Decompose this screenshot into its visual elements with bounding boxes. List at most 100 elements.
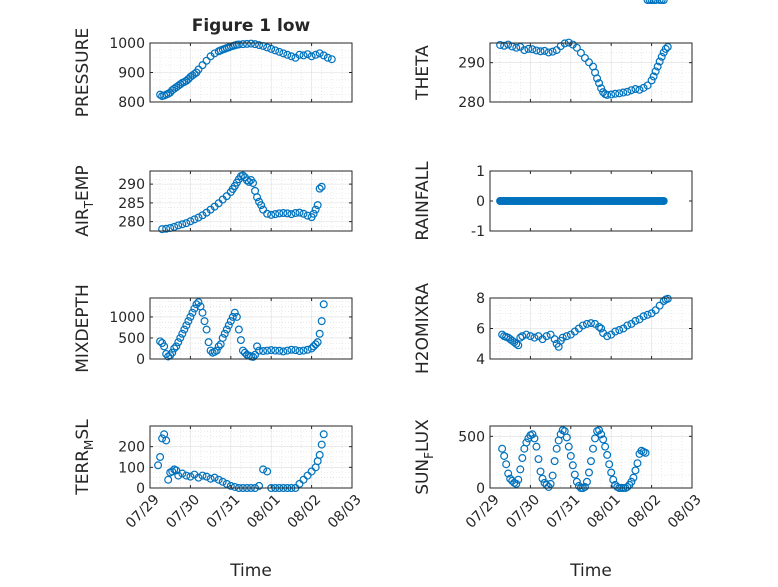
theta-point — [512, 43, 521, 52]
sun_flux-point — [538, 474, 547, 483]
mixdepth-point — [210, 347, 219, 356]
terr_msl-ytick-label: 0 — [136, 481, 145, 497]
mixdepth-point — [238, 346, 247, 355]
terr_msl-point — [168, 467, 177, 476]
h2omixra-point — [586, 319, 595, 328]
terr_msl-point — [259, 465, 268, 474]
pressure-ylabel: PRESSURE — [73, 28, 93, 117]
sun_flux-xtick-label: 08/01 — [584, 492, 624, 532]
pressure-point — [327, 55, 336, 64]
h2omixra-point — [631, 316, 640, 325]
h2omixra-point — [582, 319, 591, 328]
mixdepth-point — [259, 347, 268, 356]
mixdepth-point — [251, 350, 260, 359]
mixdepth-point — [291, 346, 300, 355]
air_temp-point — [267, 210, 276, 219]
air_temp-point — [271, 210, 280, 219]
mixdepth-ytick-label: 0 — [136, 352, 145, 368]
terr_msl-point — [317, 440, 326, 449]
sun_flux-axes-box — [489, 425, 693, 489]
mixdepth-point — [218, 333, 227, 342]
theta-point — [544, 48, 553, 57]
mixdepth-point — [303, 345, 312, 354]
mixdepth-point — [212, 346, 221, 355]
terr_msl-point — [156, 453, 165, 462]
theta-point — [576, 48, 585, 57]
pressure-point — [275, 47, 284, 56]
theta-point — [536, 47, 545, 56]
air_temp-point — [279, 209, 288, 218]
mixdepth-point — [295, 347, 304, 356]
air_temp-point — [309, 209, 318, 218]
terr_msl-point — [315, 450, 324, 459]
theta-ylabel: THETA — [413, 45, 433, 101]
sun_flux-ylabel: SUNFLUX — [413, 419, 436, 495]
h2omixra-ytick-label: 6 — [476, 322, 485, 338]
sun_flux-point — [504, 469, 513, 478]
sun_flux-point — [536, 467, 545, 476]
theta-point — [584, 58, 593, 67]
terr_msl-point — [230, 482, 239, 491]
terr_msl-xtick-label: 08/01 — [244, 492, 284, 532]
theta-point — [580, 53, 589, 62]
mixdepth-point — [317, 317, 326, 326]
mixdepth-point — [255, 346, 264, 355]
sun_flux-point — [564, 442, 573, 451]
terr_msl-ylabel: TERRMSL — [73, 419, 96, 496]
sun_flux-point — [629, 473, 638, 482]
air_temp-point — [259, 205, 268, 214]
mixdepth-point — [222, 325, 231, 334]
h2omixra-point — [578, 321, 587, 330]
h2omixra-point — [530, 333, 539, 342]
pressure-point — [283, 50, 292, 59]
theta-point — [639, 83, 648, 92]
air_temp-point — [311, 205, 320, 214]
sun_flux-point — [532, 442, 541, 451]
mixdepth-point — [220, 329, 229, 338]
terr_msl-point — [295, 479, 304, 488]
sun_flux-point — [603, 450, 612, 459]
terr_msl-xlabel: Time — [229, 561, 272, 581]
mixdepth-point — [170, 344, 179, 353]
rainfall-point — [659, 197, 668, 206]
h2omixra-point — [597, 324, 606, 333]
sun_flux-point — [631, 466, 640, 475]
mixdepth-point — [194, 298, 203, 307]
terr_msl-point — [319, 430, 328, 439]
terr_msl-ytick-label: 100 — [118, 460, 145, 476]
terr_msl-point — [202, 472, 211, 481]
sun_flux-point — [601, 442, 610, 451]
sun_flux-point — [528, 430, 537, 439]
terr_msl-ytick-label: 200 — [118, 440, 145, 456]
pressure-point — [311, 50, 320, 59]
theta-point — [532, 46, 541, 55]
air_temp-point — [244, 177, 253, 186]
air_temp-point — [238, 171, 247, 180]
terr_msl-point — [158, 434, 167, 443]
sun_flux-point — [562, 433, 571, 442]
mixdepth-point — [198, 308, 207, 317]
terr_msl-point — [263, 467, 272, 476]
h2omixra-point — [558, 333, 567, 342]
mixdepth-point — [271, 346, 280, 355]
mixdepth-point — [275, 346, 284, 355]
mixdepth-point — [319, 300, 328, 309]
mixdepth-point — [232, 312, 241, 321]
rainfall-ytick-label: 1 — [476, 164, 485, 180]
sun_flux-point — [651, 0, 660, 4]
pressure-point — [255, 41, 264, 50]
mixdepth-point — [263, 346, 272, 355]
figure-title: Figure 1 low — [192, 16, 311, 36]
theta-point — [661, 44, 670, 53]
air_temp-point — [283, 209, 292, 218]
terr_msl-point — [218, 477, 227, 486]
sun_flux-point — [597, 430, 606, 439]
pressure-point — [242, 39, 251, 48]
air_temp-point — [178, 220, 187, 229]
mixdepth-point — [313, 338, 322, 347]
mixdepth-point — [182, 321, 191, 330]
air_temp-point — [190, 215, 199, 224]
sun_flux-point — [589, 444, 598, 453]
mixdepth-point — [307, 344, 316, 353]
theta-point — [595, 79, 604, 88]
